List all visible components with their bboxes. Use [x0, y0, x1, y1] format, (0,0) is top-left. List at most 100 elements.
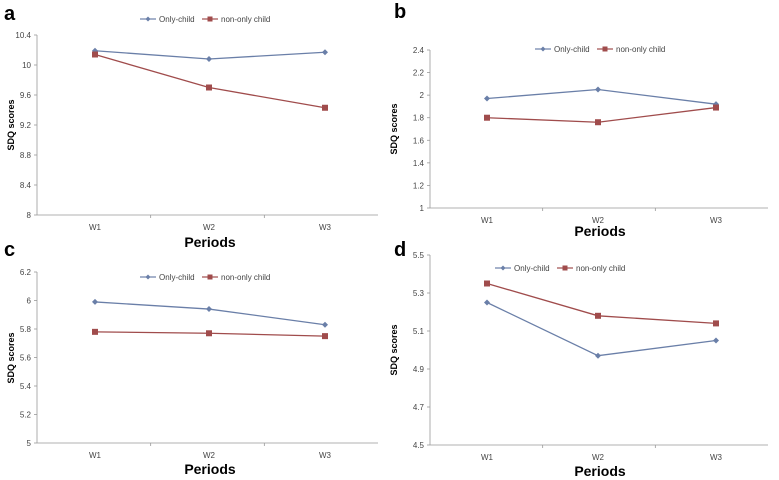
- x-tick-label: W3: [710, 216, 723, 225]
- panel-d: d 4.5 4.7 4.9 5.1 5.3 5.5 W1 W2 W3 Periods SDQ scor…: [389, 239, 768, 479]
- y-tick-label: 1.2: [413, 181, 425, 190]
- y-tick-label: 8.4: [20, 181, 32, 190]
- data-point-non-only-child: [595, 312, 601, 319]
- x-tick-label: W1: [481, 453, 494, 462]
- x-axis-title: Periods: [574, 223, 626, 239]
- x-axis-title: Periods: [574, 463, 626, 479]
- y-tick-label: 9.2: [20, 121, 32, 130]
- y-tick-label: 1.4: [413, 159, 425, 168]
- data-point-only-child: [595, 86, 601, 93]
- panel-letter: b: [394, 1, 406, 23]
- y-tick-label: 1.6: [413, 136, 425, 145]
- panel-letter: d: [394, 239, 406, 261]
- x-tick-label: W2: [592, 453, 605, 462]
- y-tick-label: 5.8: [20, 325, 32, 334]
- y-axis-title: SDQ scores: [389, 103, 399, 154]
- legend-marker-non-only-child: [562, 265, 568, 271]
- y-tick-label: 2.4: [413, 46, 425, 55]
- y-tick-label: 5.3: [413, 289, 425, 298]
- legend-label: non-only child: [616, 45, 665, 54]
- y-tick-label: 5.6: [20, 354, 32, 363]
- data-point-non-only-child: [92, 51, 98, 58]
- y-tick-label: 4.7: [413, 403, 425, 412]
- panel-b: b 1 1.2 1.4 1.6 1.8 2 2.2 2.4 W1 W2 W3 Periods SDQ sc…: [389, 1, 768, 239]
- data-point-non-only-child: [713, 104, 719, 111]
- y-tick-label: 9.6: [20, 91, 32, 100]
- data-point-only-child: [484, 299, 490, 306]
- data-point-only-child: [206, 306, 212, 313]
- legend-label: Only-child: [159, 15, 195, 24]
- y-tick-label: 4.5: [413, 441, 425, 450]
- data-point-non-only-child: [206, 330, 212, 337]
- y-tick-label: 10: [22, 61, 31, 70]
- y-tick-label: 2.2: [413, 69, 425, 78]
- x-tick-label: W2: [203, 451, 216, 460]
- legend-marker-non-only-child: [207, 16, 213, 22]
- x-tick-label: W1: [481, 216, 494, 225]
- data-point-only-child: [595, 352, 601, 359]
- y-tick-label: 4.9: [413, 365, 425, 374]
- y-tick-label: 5.4: [20, 382, 32, 391]
- data-point-non-only-child: [713, 320, 719, 327]
- y-tick-label: 1: [420, 204, 425, 213]
- legend-label: non-only child: [576, 264, 625, 273]
- data-point-non-only-child: [595, 119, 601, 126]
- y-axis-title: SDQ scores: [6, 332, 16, 383]
- legend-marker-only-child: [540, 46, 546, 52]
- series-line-only-child: [486, 88, 717, 105]
- series-line-non-only-child: [94, 53, 326, 109]
- x-axis-title: Periods: [184, 461, 236, 477]
- legend-label: Only-child: [159, 273, 195, 282]
- y-tick-label: 5.1: [413, 327, 425, 336]
- legend-marker-only-child: [145, 16, 151, 22]
- y-tick-label: 10.4: [15, 31, 31, 40]
- panel-c: c 5 5.2 5.4 5.6 5.8 6 6.2 W1 W2 W3 Periods SDQ score…: [4, 239, 378, 477]
- data-point-non-only-child: [484, 280, 490, 287]
- data-point-only-child: [322, 321, 328, 328]
- x-axis-title: Periods: [184, 234, 236, 250]
- legend-marker-only-child: [145, 274, 151, 280]
- y-axis-title: SDQ scores: [389, 324, 399, 375]
- data-point-only-child: [206, 56, 212, 62]
- data-point-only-child: [322, 49, 328, 56]
- y-tick-label: 6: [27, 297, 32, 306]
- data-point-only-child: [484, 95, 490, 102]
- data-point-non-only-child: [484, 114, 490, 121]
- x-tick-label: W1: [89, 223, 102, 232]
- x-tick-label: W2: [592, 216, 605, 225]
- y-tick-label: 5.2: [20, 411, 32, 420]
- legend-label: Only-child: [514, 264, 550, 273]
- y-axis-title: SDQ scores: [6, 99, 16, 150]
- legend-marker-non-only-child: [602, 46, 608, 52]
- legend-marker-only-child: [500, 265, 506, 271]
- panel-letter: c: [4, 239, 15, 261]
- y-tick-label: 6.2: [20, 268, 32, 277]
- x-tick-label: W1: [89, 451, 102, 460]
- data-point-non-only-child: [206, 84, 212, 91]
- legend-label: non-only child: [221, 273, 270, 282]
- y-tick-label: 5.5: [413, 251, 425, 260]
- y-tick-label: 2: [420, 91, 425, 100]
- panel-a: a 8 8.4 8.8 9.2 9.6 10 10.4 W1 W2 W3 Periods SDQ sco…: [4, 3, 378, 250]
- data-point-only-child: [713, 337, 719, 344]
- x-tick-label: W2: [203, 223, 216, 232]
- series-line-non-only-child: [486, 282, 717, 325]
- data-point-non-only-child: [322, 104, 328, 111]
- panel-letter: a: [4, 3, 16, 25]
- y-tick-label: 8: [27, 211, 32, 220]
- x-tick-label: W3: [319, 223, 332, 232]
- data-point-non-only-child: [322, 333, 328, 340]
- legend-label: non-only child: [221, 15, 270, 24]
- legend-marker-non-only-child: [207, 274, 213, 280]
- y-tick-label: 8.8: [20, 151, 32, 160]
- legend-label: Only-child: [554, 45, 590, 54]
- series-line-non-only-child: [486, 106, 717, 123]
- data-point-non-only-child: [92, 328, 98, 335]
- y-tick-label: 5: [27, 439, 32, 448]
- series-line-only-child: [486, 301, 717, 357]
- data-point-only-child: [92, 298, 98, 305]
- x-tick-label: W3: [319, 451, 332, 460]
- x-tick-label: W3: [710, 453, 723, 462]
- y-tick-label: 1.8: [413, 114, 425, 123]
